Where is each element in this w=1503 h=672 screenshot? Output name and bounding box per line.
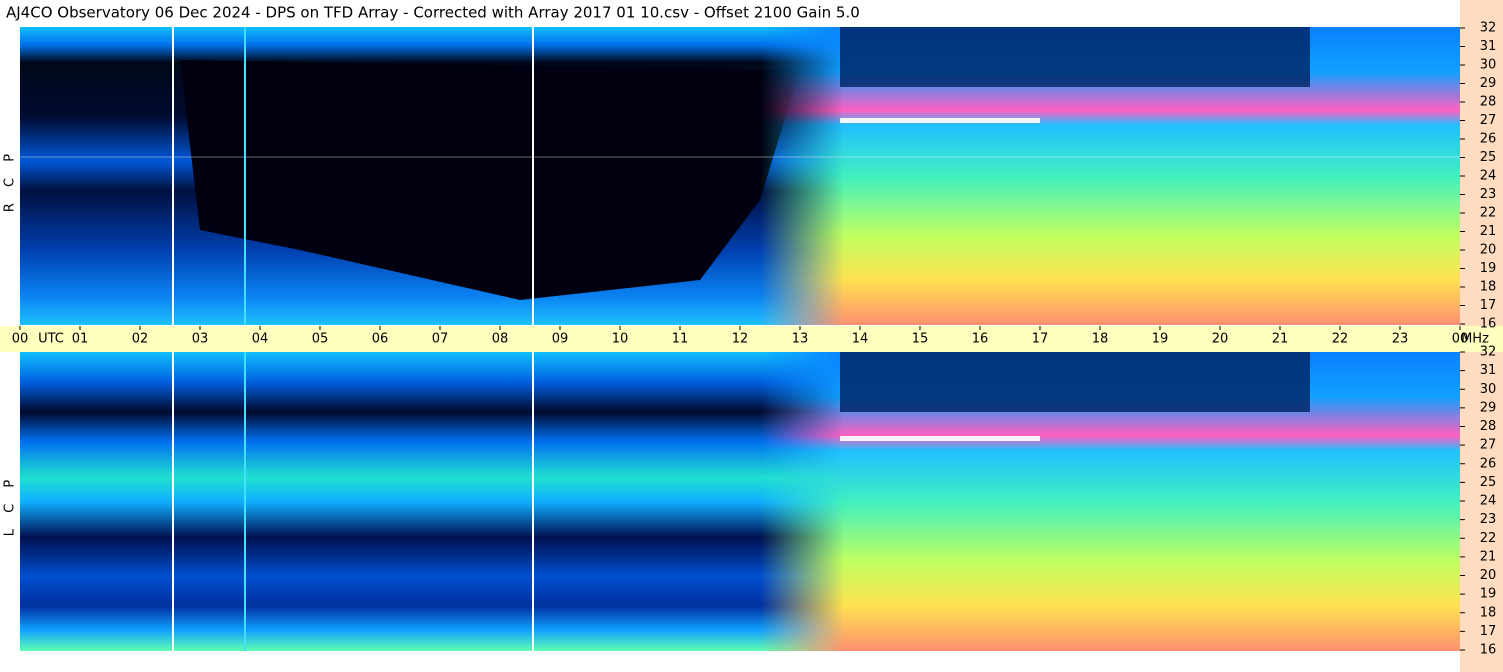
x-tick-label: 05 [312,332,329,347]
y-tick-label: 27 [1480,438,1497,453]
y-tick-label: 19 [1480,261,1497,276]
y-tick-label: 25 [1480,475,1497,490]
polarization-label: R C P [3,148,18,212]
x-tick-label: 12 [732,332,749,347]
chart-title: AJ4CO Observatory 06 Dec 2024 - DPS on T… [6,4,860,22]
y-tick-label: 27 [1480,113,1497,128]
y-tick-label: 28 [1480,95,1497,110]
lcp-spectrum [20,352,1460,651]
y-tick-label: 17 [1480,298,1497,313]
y-tick-label: 23 [1480,512,1497,527]
y-tick-label: 16 [1480,643,1497,658]
x-tick-label: 22 [1332,332,1349,347]
y-tick-label: 22 [1480,531,1497,546]
x-tick-label: 15 [912,332,929,347]
y-tick-label: 30 [1480,382,1497,397]
x-tick-label: 16 [972,332,989,347]
y-tick-label: 18 [1480,280,1497,295]
rcp-spectrum [20,27,1460,325]
y-tick-label: 21 [1480,549,1497,564]
y-tick-label: 31 [1480,363,1497,378]
y-tick-label: 29 [1480,76,1497,91]
y-tick-label: 23 [1480,187,1497,202]
y-tick-label: 30 [1480,58,1497,73]
time-axis-band [0,326,1503,352]
x-tick-label: 17 [1032,332,1049,347]
x-tick-label: 01 [72,332,89,347]
y-tick-label: 32 [1480,345,1497,360]
y-tick-label: 32 [1480,21,1497,36]
y-axis-label: MHz [1461,332,1489,347]
x-tick-label: 11 [672,332,689,347]
y-tick-label: 22 [1480,206,1497,221]
x-tick-label: 00 [1452,332,1469,347]
y-tick-label: 26 [1480,132,1497,147]
x-tick-label: 03 [192,332,209,347]
y-tick-label: 24 [1480,494,1497,509]
y-tick-label: 17 [1480,624,1497,639]
y-tick-label: 31 [1480,39,1497,54]
x-axis-label: UTC [38,332,64,347]
x-tick-label: 09 [552,332,569,347]
x-tick-label: 18 [1092,332,1109,347]
x-tick-label: 23 [1392,332,1409,347]
y-tick-label: 19 [1480,587,1497,602]
x-tick-label: 07 [432,332,449,347]
x-tick-label: 14 [852,332,869,347]
y-tick-label: 25 [1480,150,1497,165]
y-tick-label: 16 [1480,317,1497,332]
x-tick-label: 08 [492,332,509,347]
x-tick-label: 21 [1272,332,1289,347]
x-tick-label: 20 [1212,332,1229,347]
x-tick-label: 02 [132,332,149,347]
x-tick-label: 04 [252,332,269,347]
y-tick-label: 18 [1480,605,1497,620]
y-tick-label: 26 [1480,456,1497,471]
y-tick-label: 28 [1480,419,1497,434]
x-tick-label: 00 [12,332,29,347]
y-tick-label: 20 [1480,243,1497,258]
y-tick-label: 29 [1480,400,1497,415]
x-tick-label: 19 [1152,332,1169,347]
y-tick-label: 20 [1480,568,1497,583]
x-tick-label: 06 [372,332,389,347]
y-tick-label: 21 [1480,224,1497,239]
x-tick-label: 13 [792,332,809,347]
polarization-label: L C P [3,474,18,536]
y-tick-label: 24 [1480,169,1497,184]
x-tick-label: 10 [612,332,629,347]
